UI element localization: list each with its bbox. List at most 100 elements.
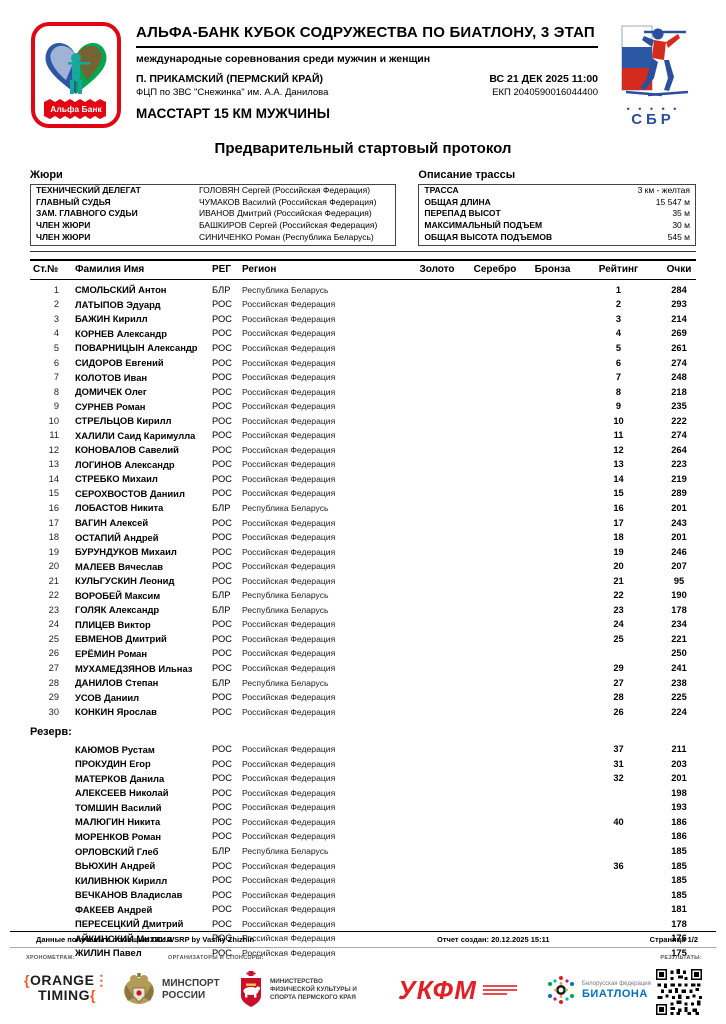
cell-rating: 24 [613,619,624,630]
cell-points: 219 [671,473,687,484]
cell-region: Российская Федерация [242,401,336,412]
cell-points: 243 [671,517,687,528]
cell-bib: 25 [48,633,59,644]
svg-text:Альфа Банк: Альфа Банк [50,104,102,114]
reserve-label: Резерв: [30,725,72,738]
cell-reg: РОС [212,532,232,543]
cell-region: Российская Федерация [242,313,336,324]
cell-rating: 32 [613,773,624,784]
cell-name: ВЕЧКАНОВ Владислав [75,889,183,901]
cell-rating: 21 [613,575,624,586]
belarus-snowflake-icon [548,976,574,1004]
cell-points: 175 [671,947,687,958]
kv-label: ПЕРЕПАД ВЫСОТ [424,208,501,219]
ukfm-logo: УКФМ [398,977,517,1003]
table-row: 7 КОЛОТОВ Иван РОС Российская Федерация 7 248 [30,370,696,385]
cell-name: ЕВМЕНОВ Дмитрий [75,633,167,645]
cell-region: Российская Федерация [242,692,336,703]
table-row: КАЮМОВ Рустам РОС Российская Федерация 37 21… [30,742,696,757]
kv-row: ЗАМ. ГЛАВНОГО СУДЬИ ИВАНОВ Дмитрий (Росси… [31,208,395,220]
cell-points: 186 [671,831,687,842]
table-row: ВЬЮХИН Андрей РОС Российская Федерация 36 18… [30,858,696,873]
table-row: 20 МАЛЕЕВ Вячеслав РОС Российская Федерация… [30,559,696,574]
cell-rating: 25 [613,633,624,644]
table-row: 23 ГОЛЯК Александр БЛР Республика Беларусь 2… [30,603,696,618]
cell-points: 274 [671,357,687,368]
kv-row: ГЛАВНЫЙ СУДЬЯ ЧУМАКОВ Василий (Российская… [31,197,395,209]
cell-reg: РОС [212,357,232,368]
cell-reg: РОС [212,831,232,842]
cell-rating: 5 [615,342,622,353]
kv-role: ГЛАВНЫЙ СУДЬЯ [36,196,111,207]
kv-row: ТЕХНИЧЕСКИЙ ДЕЛЕГАТ ГОЛОВЯН Сергей (Росси… [31,185,395,197]
col-header-gold: Золото [419,264,455,276]
cell-name: УСОВ Даниил [75,691,140,703]
cell-points: 207 [671,561,687,572]
cell-bib: 9 [53,401,59,412]
cell-rating: 7 [615,372,622,383]
cell-points: 176 [671,933,687,944]
cell-rating: 14 [613,473,624,484]
cell-rating: 11 [613,430,624,441]
cell-name: СУРНЕВ Роман [75,400,146,412]
cell-region: Российская Федерация [242,575,336,586]
cell-reg: РОС [212,313,232,324]
cell-points: 274 [671,430,687,441]
table-row: 26 ЕРЁМИН Роман РОС Российская Федерация 250 [30,646,696,661]
table-row: 5 ПОВАРНИЦЫН Александр РОС Российская Федер… [30,341,696,356]
cell-reg: БЛР [212,846,231,857]
cell-name: КОНКИН Ярослав [75,706,157,718]
cell-bib: 13 [48,459,59,470]
kv-name: ЧУМАКОВ Василий (Российская Федерация) [199,196,377,207]
table-row: ФАКЕЕВ Андрей РОС Российская Федерация 181 [30,902,696,917]
cell-region: Российская Федерация [242,648,336,659]
cell-bib: 24 [48,619,59,630]
footer-page-number: Страница 1/2 [649,935,698,944]
table-row: ПРОКУДИН Егор РОС Российская Федерация 31 20… [30,756,696,771]
minsport-line1: МИНСПОРТ [162,978,220,989]
table-row: 29 УСОВ Даниил РОС Российская Федерация 28 22… [30,690,696,705]
table-row: 16 ЛОБАСТОВ Никита БЛР Республика Беларусь 1… [30,501,696,516]
cell-reg: РОС [212,663,232,673]
cell-rating: 9 [615,401,622,412]
cell-rating: 36 [613,860,624,871]
table-row: 3 БАЖИН Кирилл РОС Российская Федерация 3 214 [30,312,696,327]
cell-name: ЕРЁМИН Роман [75,647,148,659]
sponsor-logos: {ORANGE⋮ TIMING{ МИНСПОРТ РОССИ [10,965,716,1023]
cell-name: ВОРОБЕЙ Максим [75,589,161,601]
cell-points: 235 [671,401,687,412]
cell-region: Российская Федерация [242,342,336,353]
cell-region: Российская Федерация [242,459,336,470]
cell-region: Российская Федерация [242,386,336,397]
kv-row: ТРАССА 3 км - желтая [419,185,695,197]
cell-name: ГОЛЯК Александр [75,604,160,616]
cell-bib: 3 [53,313,59,324]
belarus-biathlon-federation-logo: Белорусская федерация БИАТЛОНА [546,973,651,1007]
cell-rating: 26 [613,706,624,717]
cell-reg: БЛР [212,604,231,615]
table-row: ОРЛОВСКИЙ Глеб БЛР Республика Беларусь 185 [30,844,696,859]
cell-reg: РОС [212,473,232,484]
kv-label: ОБЩАЯ ВЫСОТА ПОДЪЕМОВ [424,231,553,242]
orange-dots-icon: ⋮ [94,972,109,988]
col-header-name: Фамилия Имя [75,264,145,276]
cell-region: Российская Федерация [242,787,336,798]
info-section: Жюри ТЕХНИЧЕСКИЙ ДЕЛЕГАТ ГОЛОВЯН Сергей (… [30,169,696,246]
cell-points: 178 [671,918,687,929]
kv-role: ЧЛЕН ЖЮРИ [36,231,91,242]
jury-title: Жюри [30,169,63,181]
cell-reg: РОС [212,488,232,499]
cell-region: Российская Федерация [242,328,336,339]
kv-row: МАКСИМАЛЬНЫЙ ПОДЪЕМ 30 м [419,220,695,232]
event-datetime: ВС 21 ДЕК 2025 11:00 [489,73,598,85]
cell-points: 289 [671,488,687,499]
cell-name: ПЛИЦЕВ Виктор [75,618,151,630]
cell-bib: 14 [48,473,59,484]
kv-value: 15 547 м [655,196,690,207]
table-row: 14 СТРЕБКО Михаил РОС Российская Федерация 1… [30,472,696,487]
cell-points: 238 [671,677,687,688]
sbr-logo: • • • • • СБР [610,22,696,128]
kv-role: ЗАМ. ГЛАВНОГО СУДЬИ [36,208,138,219]
results-label: РЕЗУЛЬТАТЫ: [660,955,702,961]
